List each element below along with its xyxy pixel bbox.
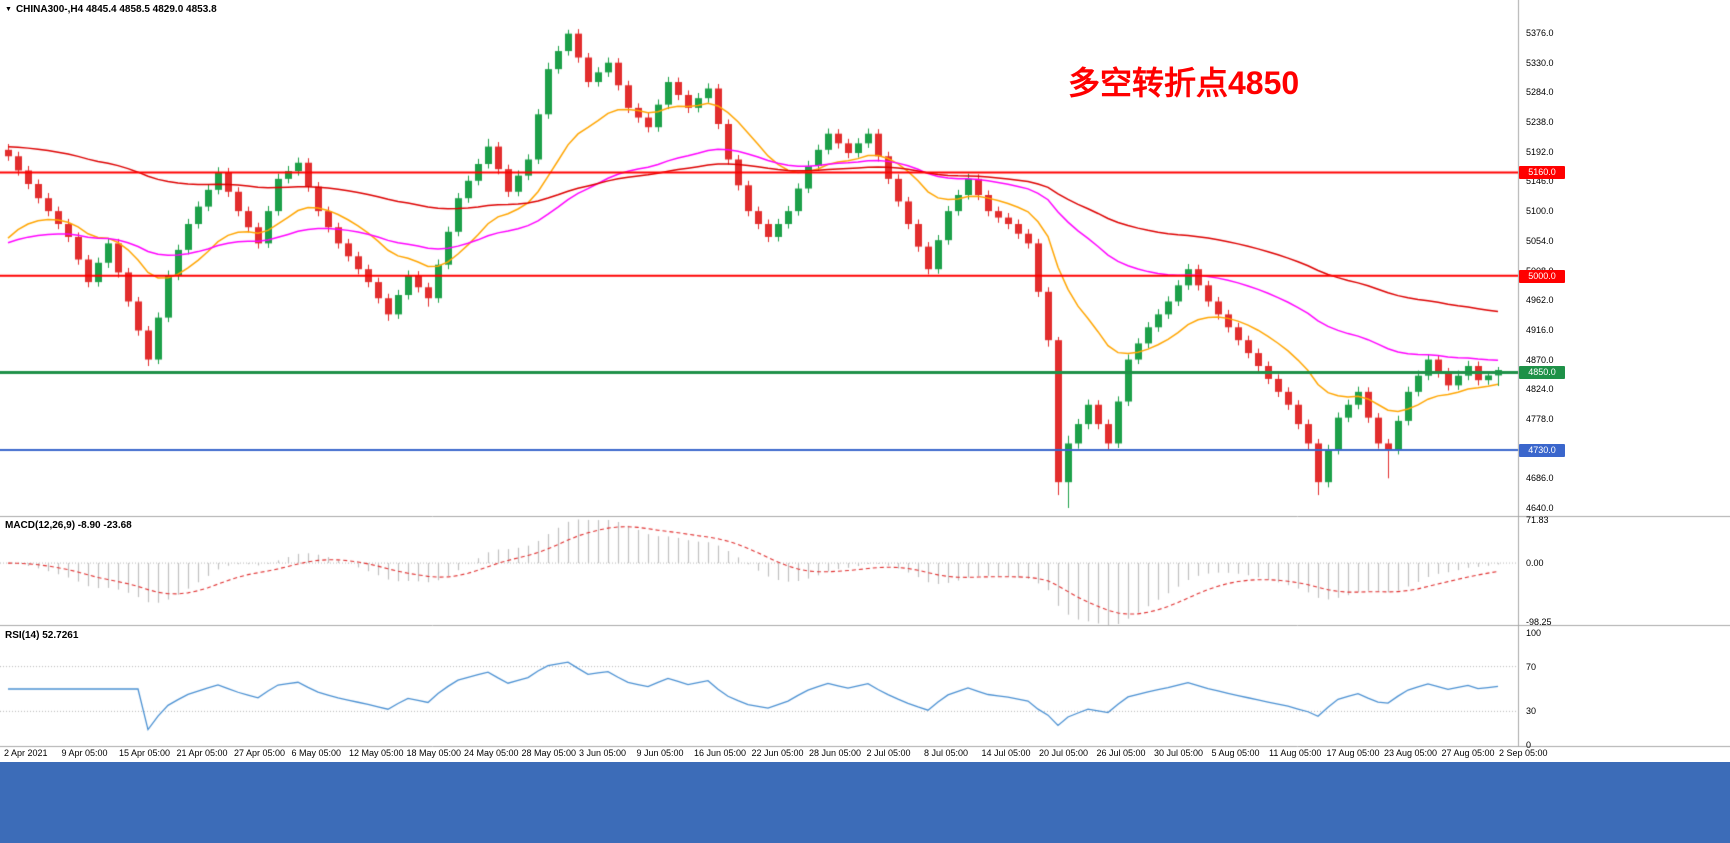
time-axis-label: 27 Apr 05:00 — [234, 748, 286, 758]
time-axis-label: 5 Aug 05:00 — [1211, 748, 1260, 758]
time-axis-label: 2 Jul 05:00 — [866, 748, 911, 758]
time-axis-label: 26 Jul 05:00 — [1096, 748, 1146, 758]
chart-canvas[interactable] — [0, 0, 1730, 762]
time-axis-label: 9 Jun 05:00 — [636, 748, 684, 758]
bottom-bar — [0, 762, 1730, 843]
time-axis-label: 6 May 05:00 — [291, 748, 342, 758]
time-axis-label: 20 Jul 05:00 — [1039, 748, 1089, 758]
time-axis-label: 2 Sep 05:00 — [1499, 748, 1548, 758]
time-axis-label: 2 Apr 2021 — [4, 748, 48, 758]
rsi-indicator-label: RSI(14) 52.7261 — [5, 630, 79, 641]
time-axis-label: 21 Apr 05:00 — [176, 748, 228, 758]
symbol-ohlc-text: CHINA300-,H4 4845.4 4858.5 4829.0 4853.8 — [15, 4, 217, 15]
macd-indicator-label: MACD(12,26,9) -8.90 -23.68 — [5, 520, 132, 531]
time-axis-label: 17 Aug 05:00 — [1326, 748, 1380, 758]
time-axis-label: 22 Jun 05:00 — [751, 748, 804, 758]
time-axis-label: 28 Jun 05:00 — [809, 748, 862, 758]
symbol-ohlc-header[interactable]: ▼ CHINA300-,H4 4845.4 4858.5 4829.0 4853.… — [5, 4, 217, 15]
time-axis-label: 9 Apr 05:00 — [61, 748, 108, 758]
time-axis-label: 8 Jul 05:00 — [924, 748, 969, 758]
time-axis-label: 14 Jul 05:00 — [981, 748, 1031, 758]
chevron-down-icon[interactable]: ▼ — [5, 6, 12, 13]
chart-annotation-text: 多空转折点4850 — [1068, 65, 1300, 101]
time-axis-label: 3 Jun 05:00 — [579, 748, 627, 758]
time-axis-label: 24 May 05:00 — [464, 748, 519, 758]
time-axis-label: 15 Apr 05:00 — [119, 748, 171, 758]
time-axis-label: 27 Aug 05:00 — [1441, 748, 1495, 758]
time-axis-label: 11 Aug 05:00 — [1269, 748, 1322, 758]
time-axis[interactable]: 2 Apr 2021 9 Apr 05:00 15 Apr 05:00 21 Apr … — [0, 748, 1730, 761]
time-axis-label: 18 May 05:00 — [406, 748, 462, 758]
time-axis-label: 30 Jul 05:00 — [1154, 748, 1204, 758]
time-axis-label: 28 May 05:00 — [521, 748, 577, 758]
time-axis-label: 23 Aug 05:00 — [1384, 748, 1438, 758]
time-axis-label: 16 Jun 05:00 — [694, 748, 747, 758]
time-axis-label: 12 May 05:00 — [349, 748, 404, 758]
